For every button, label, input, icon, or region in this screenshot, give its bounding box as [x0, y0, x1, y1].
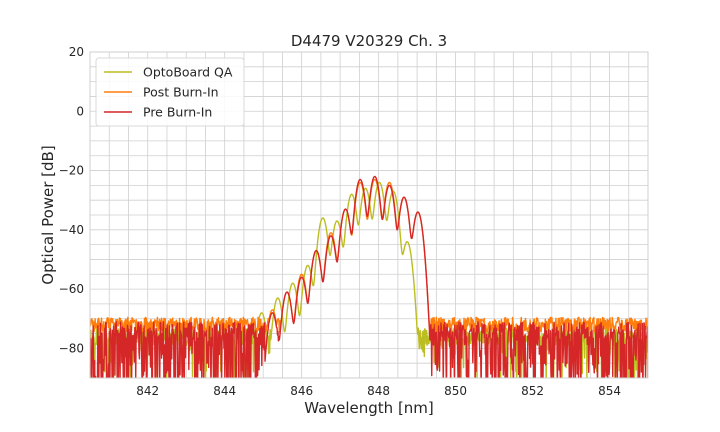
- legend-box: [95, 57, 245, 127]
- y-tick-label: −20: [59, 164, 84, 178]
- y-tick-labels: 20 0 −20 −40 −60 −80: [59, 45, 84, 355]
- legend: OptoBoard QA Post Burn-In Pre Burn-In: [95, 57, 245, 127]
- legend-entry: OptoBoard QA: [143, 65, 233, 80]
- x-axis-label: Wavelength [nm]: [304, 399, 434, 417]
- legend-entry: Pre Burn-In: [143, 105, 212, 120]
- series-line-pre-burn-in: [90, 175, 648, 378]
- x-tick-label: 848: [367, 384, 390, 398]
- x-tick-label: 850: [444, 384, 467, 398]
- y-tick-label: 20: [69, 45, 84, 59]
- x-tick-label: 852: [521, 384, 544, 398]
- y-axis-label: Optical Power [dB]: [39, 145, 57, 284]
- y-tick-label: −80: [59, 341, 84, 355]
- series-layer: [90, 175, 648, 378]
- plot-frame: [89, 51, 649, 379]
- x-tick-label: 842: [136, 384, 159, 398]
- x-tick-label: 844: [213, 384, 236, 398]
- x-tick-label: 846: [290, 384, 313, 398]
- y-tick-label: −40: [59, 223, 84, 237]
- x-tick-labels: 842 844 846 848 850 852 854: [136, 384, 621, 398]
- chart-title: D4479 V20329 Ch. 3: [291, 32, 447, 50]
- x-tick-label: 854: [598, 384, 621, 398]
- legend-entry: Post Burn-In: [143, 85, 219, 100]
- y-tick-label: −60: [59, 282, 84, 296]
- y-tick-label: 0: [76, 104, 84, 118]
